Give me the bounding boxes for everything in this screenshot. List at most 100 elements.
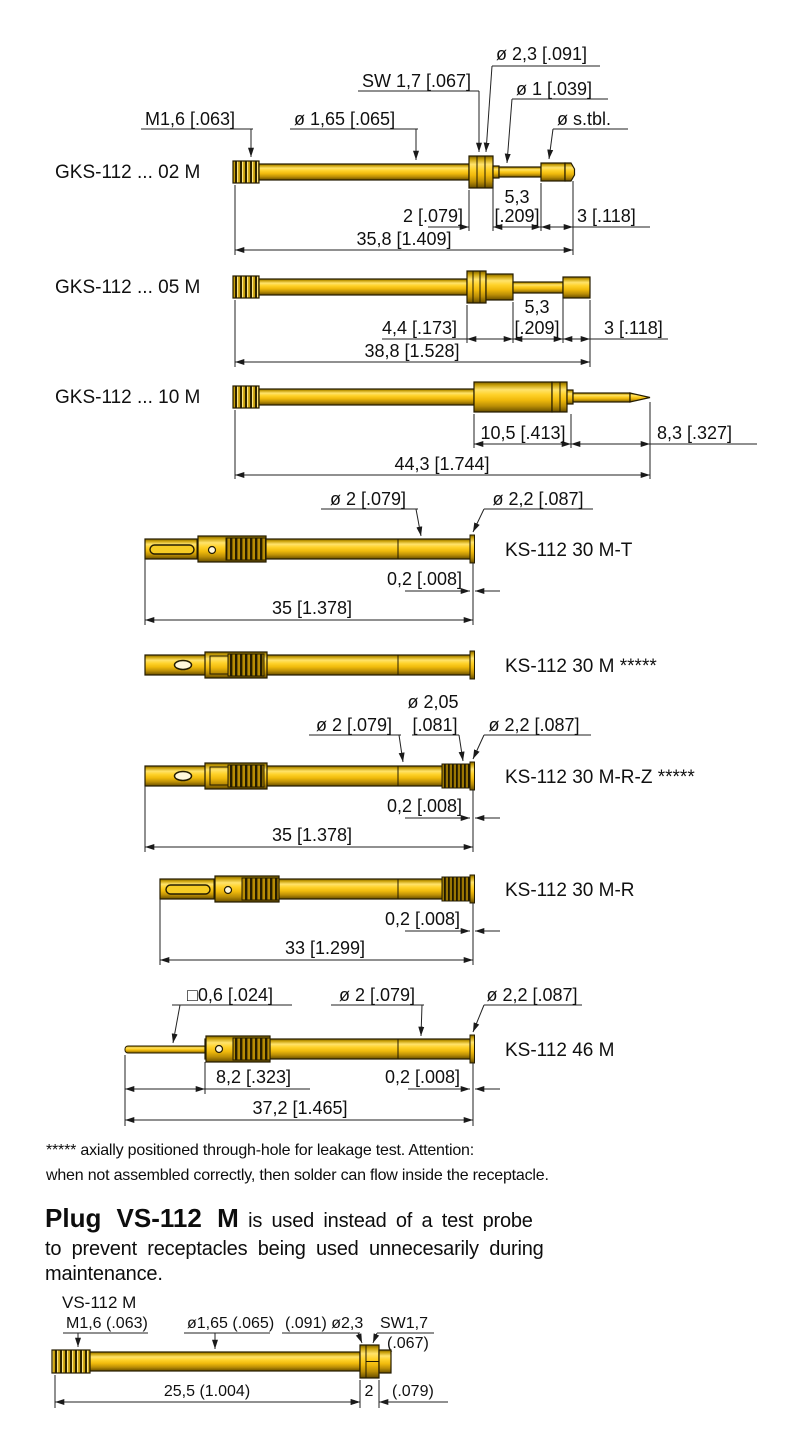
paragraph-line-2: to prevent receptacles being used unnece… [45,1238,544,1260]
thin-shaft [512,281,564,294]
dim-text: 0,2 [.008] [387,796,462,816]
end-cap [562,276,591,299]
footnote-line-2: when not assembled correctly, then solde… [46,1167,549,1184]
leakage-test-footnote: ***** axially positioned through-hole fo… [46,1138,646,1188]
dim-text: 3 [.118] [577,206,636,226]
paragraph-line-3: maintenance. [45,1263,163,1285]
dimension-lines [234,402,757,479]
hex-nut [466,270,487,304]
spring-coil [232,1037,271,1061]
figure-title: GKS-112 ... 02 M [55,162,200,183]
figure-ks-112-46-m: □0,6 [.024] ø 2 [.079] ø 2,2 [.087] KS-1… [124,985,614,1126]
figure-title: GKS-112 ... 05 M [55,277,200,298]
dim-text: 0,2 [.008] [385,909,460,929]
crimp-hole [207,545,217,555]
shaft-section [258,388,475,406]
dim-label: ø 2,2 [.087] [492,489,583,509]
plug-tip [564,162,576,182]
figure-ks-112-30-m-r: KS-112 30 M-R 0,2 [.008] 33 [1.299] [159,874,635,965]
press-ring [469,534,475,564]
dim-text: [.209] [494,206,539,226]
dim-text: 4,4 [.173] [382,318,457,338]
dim-label: ø 2,2 [.087] [488,715,579,735]
shaft-section [258,163,470,181]
barrel [473,381,553,413]
spring-coil [225,537,267,561]
dim-text: 5,3 [504,187,529,207]
dim-label: [.081] [412,715,457,735]
through-hole [173,770,193,782]
figure-title: KS-112 30 M ***** [505,656,657,677]
figure-title: KS-112 30 M-R [505,880,635,901]
dim-text: 0,2 [.008] [387,569,462,589]
dim-text: 8,3 [.327] [657,423,732,443]
footnote-line-1: ***** axially positioned through-hole fo… [46,1142,474,1159]
leader-lines [321,508,593,537]
dimension-lines [54,1375,448,1408]
tube-body [144,654,472,676]
dim-text-total: 35 [1.378] [272,598,352,618]
leader-lines [63,1332,434,1349]
dim-text-total: 35,8 [1.409] [356,229,451,249]
paragraph-line-1-rest: is used instead of a test probe [238,1210,533,1232]
knurl-section [441,876,471,902]
figure-title: KS-112 30 M-T [505,540,633,561]
figure-title: KS-112 46 M [505,1040,614,1061]
dim-label: M1,6 [.063] [145,109,235,129]
probe-drawing-vs-112-m [51,1344,392,1379]
dim-text-total: 25,5 (1.004) [164,1383,250,1400]
probe-drawing-ks-112-30-m-r [159,874,475,904]
figure-title: GKS-112 ... 10 M [55,387,200,408]
probe-drawing-ks-112-30-m-t [144,534,475,564]
through-hole [173,659,193,671]
square-pin [124,1045,208,1054]
spring-coil [227,764,265,788]
dim-label: ø 1 [.039] [516,79,592,99]
press-ring [469,874,475,904]
thread-section [232,275,260,299]
dim-label: ø 2 [.079] [339,985,415,1005]
thread-section [232,160,260,184]
dim-text: 5,3 [524,297,549,317]
tube-body [144,765,472,787]
dim-text: 0,2 [.008] [385,1067,460,1087]
probe-drawing-gks-112-10-m [232,381,651,413]
dim-label: SW1,7 [380,1315,428,1332]
figure-vs-112-m: VS-112 M M1,6 (.063) ø1,65 (.065) (.091)… [51,1293,448,1408]
dim-text: (.079) [392,1383,434,1400]
dim-label: (.067) [387,1335,429,1352]
figure-title: VS-112 M [62,1293,136,1312]
dim-label: ø 2 [.079] [316,715,392,735]
thread-section [51,1349,91,1374]
press-ring [469,650,475,680]
press-ring [469,761,475,791]
knurl-section [441,763,471,789]
figure-gks-112-02-m: GKS-112 ... 02 M ø 2,3 [.091] SW 1,7 [.0… [55,44,650,255]
end-cap [378,1349,392,1374]
figure-ks-112-30-m-r-z: ø 2,05 ø 2 [.079] [.081] ø 2,2 [.087] KS… [144,692,695,852]
barrel [485,273,514,301]
leader-lines [141,65,628,164]
collar [566,389,574,405]
dim-label: SW 1,7 [.067] [362,71,471,91]
crimp-hole [223,885,233,895]
dimension-lines [234,295,668,367]
dim-label: □0,6 [.024] [187,985,273,1005]
dim-label: ø 1,65 [.065] [294,109,395,129]
paragraph-line-1: Plug VS-112 M is used instead of a test … [45,1203,545,1234]
dimension-lines [159,899,500,965]
spring-coil [241,877,280,901]
plug-end [540,162,566,182]
dim-label: M1,6 (.063) [66,1315,148,1332]
dim-text-total: 38,8 [1.528] [364,341,459,361]
crimp-hole [214,1044,224,1054]
dim-text: 2 [365,1383,374,1400]
leader-lines [171,1004,582,1044]
dim-label: ø 2,05 [407,692,458,712]
probe-drawing-gks-112-05-m [232,270,591,304]
spring-coil [227,653,265,677]
hex-nut [468,155,494,189]
plug-description-paragraph: Plug VS-112 M is used instead of a test … [45,1203,545,1287]
collar [492,165,500,179]
